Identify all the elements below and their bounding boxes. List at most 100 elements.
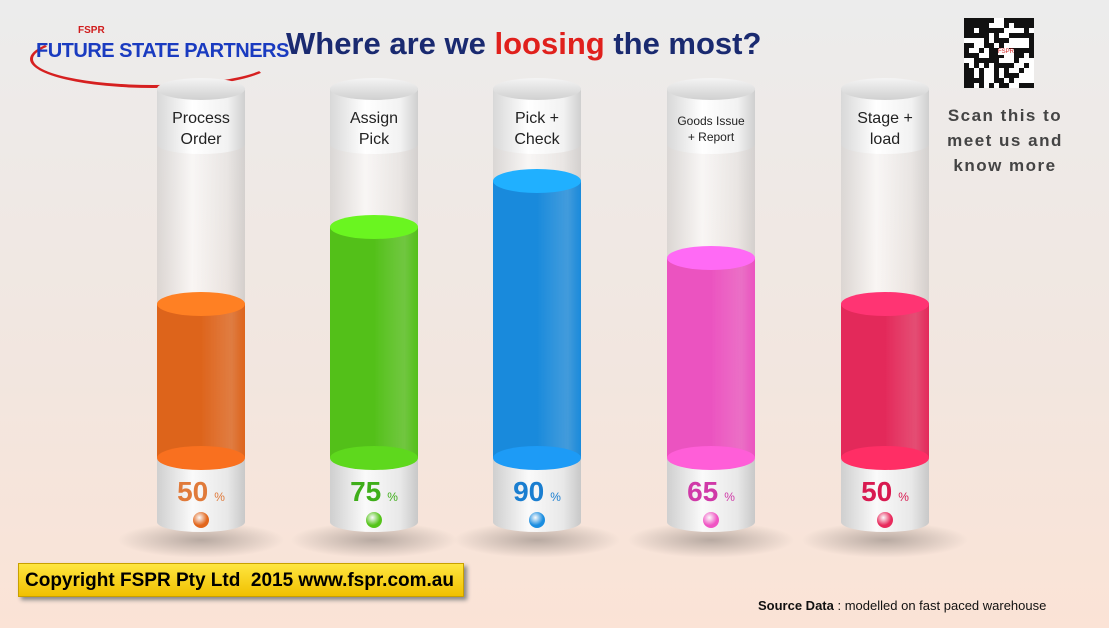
value-unit: % [550,490,561,504]
qr-cell [989,18,994,23]
qr-cell [969,43,974,48]
tube-cap [330,78,418,100]
qr-cell [964,48,969,53]
qr-cell [964,78,969,83]
title-part: Where are we [286,26,495,61]
qr-cell [974,78,979,83]
qr-cell [994,33,999,38]
qr-cell [964,43,969,48]
qr-cell [1009,18,1014,23]
qr-cell [969,23,974,28]
x-tick-label: Pick + Check [514,110,560,148]
title-part: the most? [604,26,762,61]
qr-cell [999,83,1004,88]
tube-cap [667,78,755,100]
qr-cell [999,53,1004,58]
value-label-box: 65% [667,476,755,508]
qr-cell [1019,68,1024,73]
fill-bar [330,227,418,458]
qr-cell [1004,18,1009,23]
fill-bar [667,257,755,458]
qr-cell [1024,33,1029,38]
qr-cell [989,83,994,88]
qr-cell [999,43,1004,48]
qr-cell [1029,83,1034,88]
qr-cell [994,68,999,73]
qr-cell [984,63,989,68]
qr-cell [1004,68,1009,73]
qr-cell [979,23,984,28]
copyright: Copyright FSPR Pty Ltd 2015 www.fspr.com… [18,563,464,597]
qr-cell [1014,23,1019,28]
qr-cell [979,33,984,38]
qr-cell [1029,48,1034,53]
qr-cell [964,63,969,68]
value-label-box: 50% [841,476,929,508]
qr-cell [984,38,989,43]
qr-cell [984,33,989,38]
qr-cell [974,33,979,38]
fill-bottom [667,446,755,470]
qr-cell [1009,33,1014,38]
qr-cell [1014,18,1019,23]
qr-cell [969,78,974,83]
qr-cell [974,58,979,63]
value-label: 90 [513,476,545,507]
x-tick-label: Stage + load [857,110,913,148]
qr-cell [964,68,969,73]
qr-label: FSPR [998,49,1015,55]
logo-small: FSPR [78,25,105,36]
tube-dot [529,512,545,528]
logo-swoosh [30,30,276,88]
qr-code [964,18,1034,88]
qr-cell [964,83,969,88]
fill-bottom [841,446,929,470]
qr-cell [999,28,1004,33]
fill-bottom [493,446,581,470]
qr-cell [1019,18,1024,23]
qr-cell [969,53,974,58]
qr-cell [1019,53,1024,58]
tube-dot [877,512,893,528]
qr-cell [989,53,994,58]
value-unit: % [214,490,225,504]
qr-cell [1009,73,1014,78]
qr-cell [1019,23,1024,28]
qr-cell [964,33,969,38]
qr-cell [964,18,969,23]
qr-cell [964,23,969,28]
qr-cell [1004,38,1009,43]
source-label: Source Data [758,598,834,613]
tube-dot [366,512,382,528]
qr-cell [984,23,989,28]
qr-cell [989,58,994,63]
fill-bottom [330,446,418,470]
qr-cell [979,28,984,33]
qr-cell [989,48,994,53]
qr-cell [989,43,994,48]
qr-cell [984,28,989,33]
value-unit: % [898,490,909,504]
qr-cell [969,18,974,23]
qr-cell [994,58,999,63]
qr-cell [964,73,969,78]
logo-name: FUTURE STATE PARTNERS [36,40,289,62]
qr-cell [999,78,1004,83]
qr-cell [994,53,999,58]
qr-cell [1014,58,1019,63]
fill-bar [157,304,245,458]
qr-cell [1029,38,1034,43]
qr-cell [974,63,979,68]
qr-cell [1029,18,1034,23]
value-label: 65 [687,476,719,507]
qr-cell [1024,18,1029,23]
x-tick-label: Process Order [172,110,230,148]
tube-cap [841,78,929,100]
qr-cell [1014,73,1019,78]
qr-cell [1014,48,1019,53]
qr-cell [969,73,974,78]
qr-cell [994,78,999,83]
qr-cell [969,68,974,73]
qr-cell [984,58,989,63]
